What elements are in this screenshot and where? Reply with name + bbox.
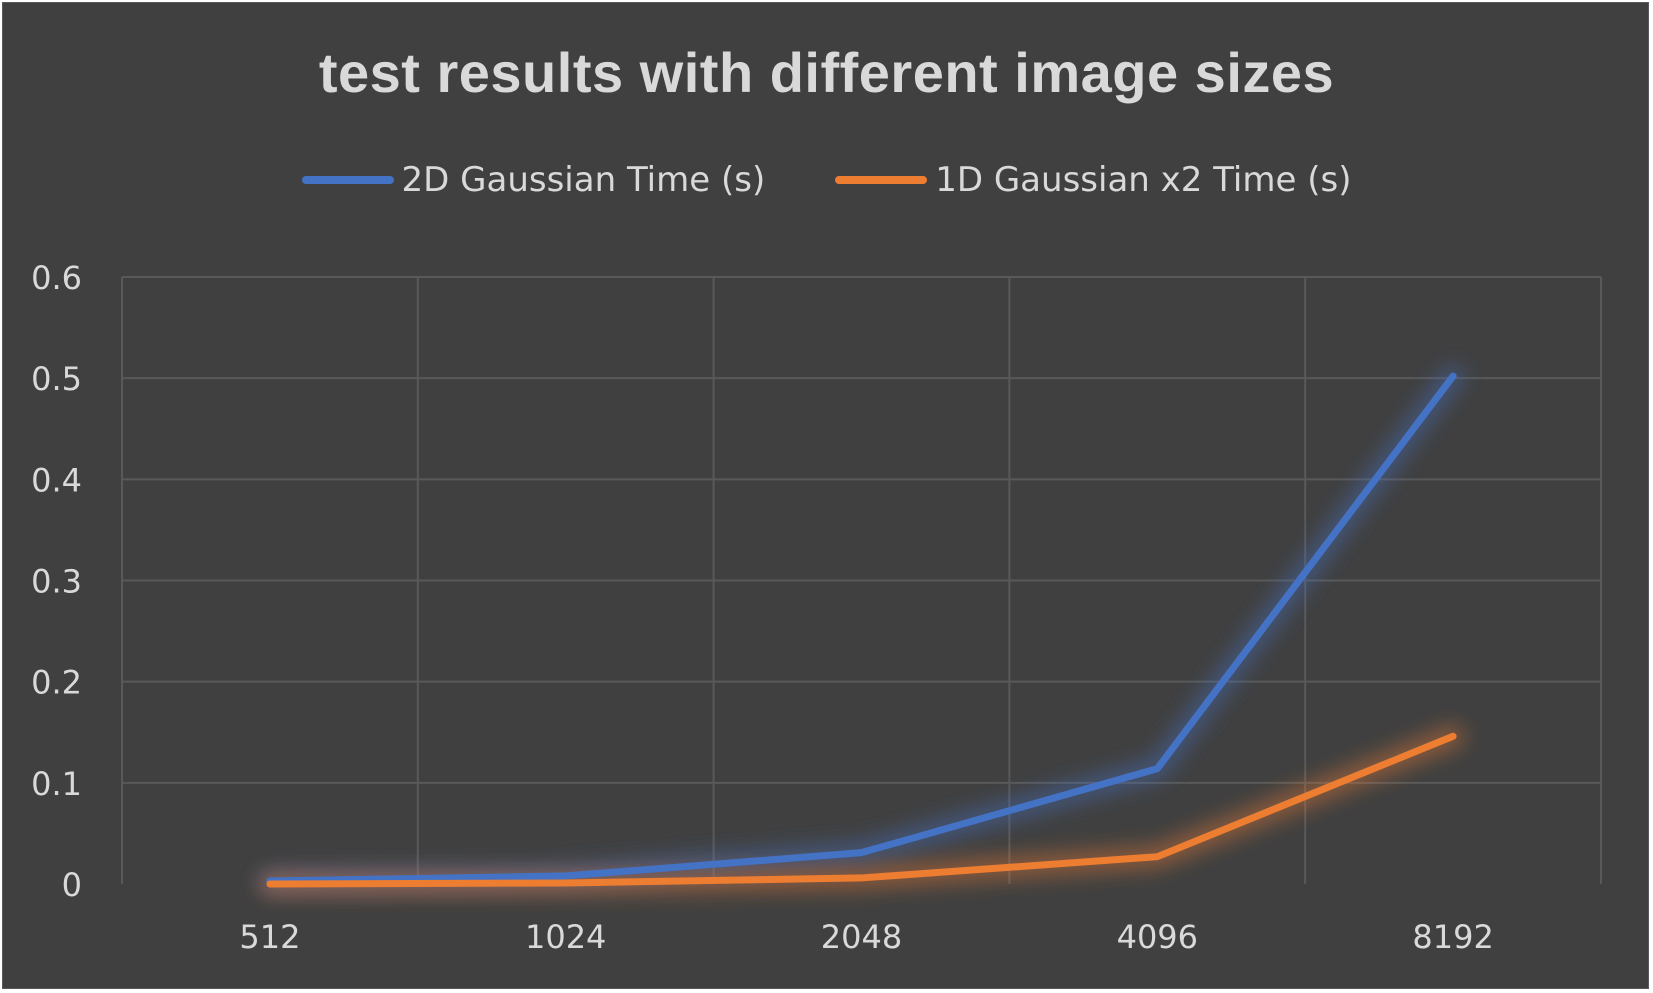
y-tick-label: 0.2 xyxy=(31,664,82,702)
legend-swatch-series-1 xyxy=(301,176,394,184)
x-tick-label: 1024 xyxy=(525,918,606,956)
x-axis-ticks: 512 1024 2048 4096 8192 xyxy=(239,918,1493,956)
legend-item-series-1: 2D Gaussian Time (s) xyxy=(301,160,766,200)
x-tick-label: 2048 xyxy=(821,918,902,956)
series-lines xyxy=(266,372,1457,888)
y-tick-label: 0.3 xyxy=(31,563,82,601)
series-line-2 xyxy=(266,732,1457,888)
x-tick-label: 8192 xyxy=(1412,918,1493,956)
legend-swatch-series-2 xyxy=(835,176,928,184)
legend-label-series-2: 1D Gaussian x2 Time (s) xyxy=(935,160,1352,200)
y-axis-ticks: 0 0.1 0.2 0.3 0.4 0.5 0.6 xyxy=(31,259,82,904)
x-tick-label: 4096 xyxy=(1117,918,1198,956)
series-line-1 xyxy=(266,372,1457,885)
y-tick-label: 0.5 xyxy=(31,360,82,398)
y-tick-label: 0.4 xyxy=(31,461,82,499)
legend: 2D Gaussian Time (s) 1D Gaussian x2 Time… xyxy=(0,160,1653,200)
y-tick-label: 0.1 xyxy=(31,765,82,803)
chart-title: test results with different image sizes xyxy=(318,41,1335,104)
legend-label-series-1: 2D Gaussian Time (s) xyxy=(401,160,766,200)
gridlines xyxy=(121,276,1602,884)
x-tick-label: 512 xyxy=(239,918,300,956)
y-tick-label: 0.6 xyxy=(31,259,82,297)
legend-item-series-2: 1D Gaussian x2 Time (s) xyxy=(835,160,1351,200)
y-tick-label: 0 xyxy=(62,866,82,904)
